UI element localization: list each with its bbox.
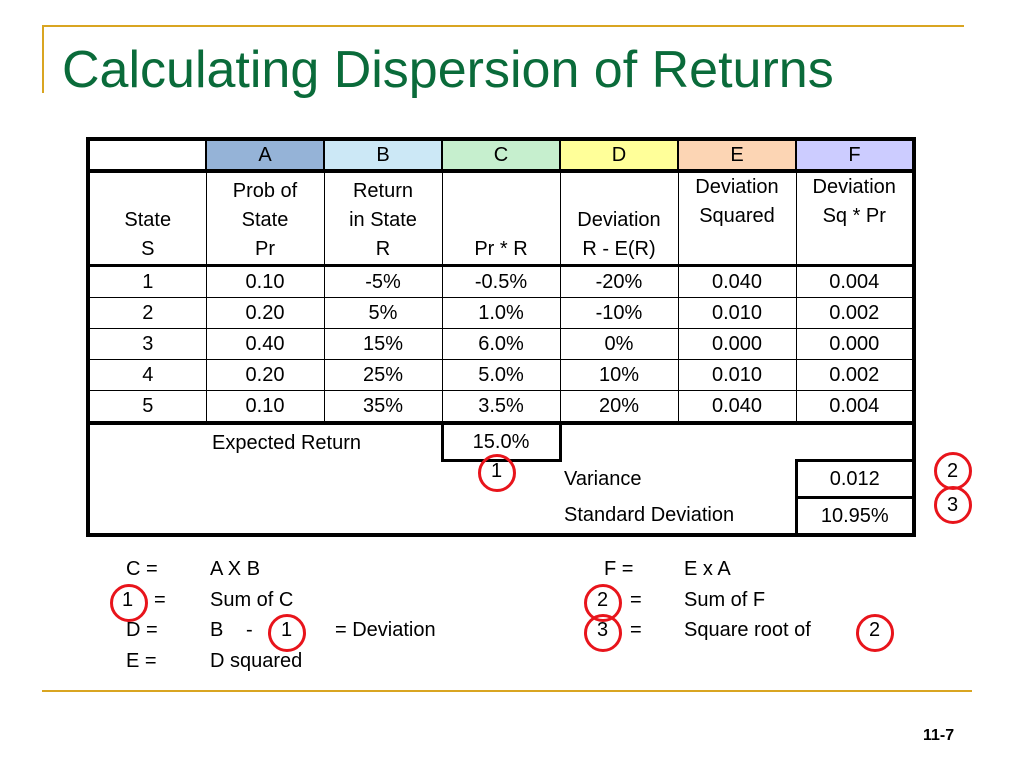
- marker-1-label: 1: [491, 460, 503, 482]
- col-letter-f: F: [795, 138, 915, 173]
- col-letter-d: D: [559, 138, 679, 173]
- legend-d-minus: -: [246, 619, 253, 641]
- table-cell: 0.040: [677, 265, 797, 298]
- table-cell: 20%: [559, 390, 679, 425]
- table-row: 2 0.20 5% 1.0% -10% 0.010 0.002: [87, 297, 915, 329]
- std-dev-value: 10.95%: [794, 496, 916, 537]
- marker-circle-3: [934, 486, 972, 524]
- legend-circle-d-1: [268, 614, 306, 652]
- marker-2-label: 2: [947, 460, 959, 482]
- col-letter-e: E: [677, 138, 797, 173]
- table-cell: 0.20: [205, 359, 325, 391]
- legend-1-eq: =: [154, 589, 166, 611]
- legend-c-label: C =: [126, 558, 158, 580]
- table-row: 5 0.10 35% 3.5% 20% 0.040 0.004: [87, 390, 915, 425]
- table-cell: 5.0%: [441, 359, 561, 391]
- legend-2-eq: =: [630, 589, 642, 611]
- marker-circle-1: [478, 454, 516, 492]
- header-a: Prob of State Pr: [205, 170, 325, 267]
- table-cell: 0%: [559, 328, 679, 360]
- legend-e-formula: D squared: [210, 650, 303, 672]
- legend-c-formula: A X B: [210, 558, 261, 580]
- column-letter-row: A B C D E F: [87, 138, 915, 173]
- header-e: Deviation Squared: [677, 170, 797, 267]
- header-state: State S: [87, 170, 207, 267]
- table-row: 1 0.10 -5% -0.5% -20% 0.040 0.004: [87, 265, 915, 298]
- table-cell: -0.5%: [441, 265, 561, 298]
- table-cell: 0.010: [677, 359, 797, 391]
- header-b: Return in State R: [323, 170, 443, 267]
- table-cell: 0.20: [205, 297, 325, 329]
- legend-1-label: 1: [122, 589, 134, 611]
- table-cell: 5: [87, 390, 207, 425]
- col-letter-b: B: [323, 138, 443, 173]
- legend-3-formula: Square root of: [684, 619, 811, 641]
- table-row: 3 0.40 15% 6.0% 0% 0.000 0.000: [87, 328, 915, 360]
- legend-e-label: E =: [126, 650, 157, 672]
- table-cell: 0.002: [795, 297, 915, 329]
- left-rule: [42, 25, 44, 93]
- legend-3-eq: =: [630, 619, 642, 641]
- std-dev-row: Standard Deviation 10.95%: [88, 496, 916, 537]
- table-cell: 1: [87, 265, 207, 298]
- top-rule: [42, 25, 964, 27]
- table-cell: 3.5%: [441, 390, 561, 425]
- variance-row: Variance 0.012: [88, 459, 916, 499]
- table-cell: 6.0%: [441, 328, 561, 360]
- table-cell: 4: [87, 359, 207, 391]
- col-letter-c: C: [441, 138, 561, 173]
- table-cell: -20%: [559, 265, 679, 298]
- marker-3-label: 3: [947, 494, 959, 516]
- legend-circle-3: [584, 614, 622, 652]
- legend-3-label: 3: [597, 619, 609, 641]
- table-cell: 0.10: [205, 390, 325, 425]
- table-cell: 0.000: [795, 328, 915, 360]
- table-cell: 0.10: [205, 265, 325, 298]
- table-cell: 5%: [323, 297, 443, 329]
- table-cell: 3: [87, 328, 207, 360]
- legend-circle-3-ref: [856, 614, 894, 652]
- slide-title: Calculating Dispersion of Returns: [62, 41, 834, 99]
- legend-f-label: F =: [604, 558, 634, 580]
- variance-value: 0.012: [794, 459, 916, 499]
- table-cell: 2: [87, 297, 207, 329]
- table-cell: 35%: [323, 390, 443, 425]
- legend-3-ref: 2: [869, 619, 881, 641]
- legend-1-formula: Sum of C: [210, 589, 294, 611]
- table-cell: -10%: [559, 297, 679, 329]
- table-cell: 25%: [323, 359, 443, 391]
- header-c: Pr * R: [441, 170, 561, 267]
- returns-table: A B C D E F State S Prob of State Pr Return…: [86, 137, 916, 537]
- table-cell: 15%: [323, 328, 443, 360]
- table-row: 4 0.20 25% 5.0% 10% 0.010 0.002: [87, 359, 915, 391]
- table-cell: -5%: [323, 265, 443, 298]
- table-cell: 0.002: [795, 359, 915, 391]
- legend-d-one: 1: [281, 619, 293, 641]
- table-cell: 0.000: [677, 328, 797, 360]
- page-number: 11-7: [923, 727, 955, 744]
- legend-d-b: B: [210, 619, 224, 641]
- legend-2-label: 2: [597, 589, 609, 611]
- legend-2-formula: Sum of F: [684, 589, 766, 611]
- legend-d-label: D =: [126, 619, 158, 641]
- legend-f-formula: E x A: [684, 558, 731, 580]
- table-cell: 10%: [559, 359, 679, 391]
- table-cell: 0.010: [677, 297, 797, 329]
- bottom-rule: [42, 690, 972, 692]
- legend-circle-1: [110, 584, 148, 622]
- table-cell: 0.004: [795, 265, 915, 298]
- variance-label: Variance: [564, 468, 642, 490]
- table-cell: 0.40: [205, 328, 325, 360]
- header-f: Deviation Sq * Pr: [795, 170, 915, 267]
- col-letter-a: A: [205, 138, 325, 173]
- table-cell: 0.040: [677, 390, 797, 425]
- std-dev-label: Standard Deviation: [564, 504, 735, 527]
- table-cell: 0.004: [795, 390, 915, 425]
- table-cell: 1.0%: [441, 297, 561, 329]
- column-description-row: State S Prob of State Pr Return in State R Pr…: [87, 170, 915, 267]
- expected-return-label: Expected Return: [212, 431, 361, 454]
- blank-header-cell: [87, 138, 207, 173]
- legend-d-eq: = Deviation: [335, 619, 436, 641]
- header-d: Deviation R - E(R): [559, 170, 679, 267]
